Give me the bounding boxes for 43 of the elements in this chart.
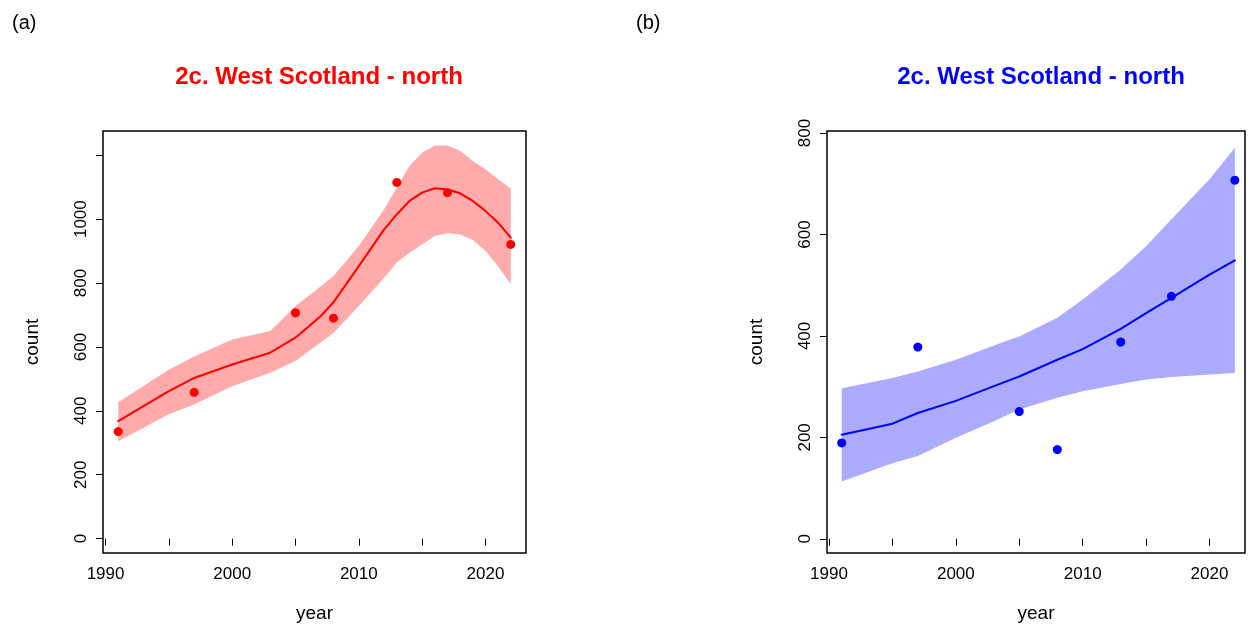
y-tick-label: 200 xyxy=(71,460,90,489)
y-tick-label: 800 xyxy=(795,118,814,148)
point xyxy=(442,188,452,198)
point xyxy=(392,177,402,187)
point xyxy=(1166,291,1176,301)
x-tick-label: 2010 xyxy=(1063,564,1102,583)
point xyxy=(1014,406,1024,416)
point xyxy=(189,387,199,397)
x-tick-label: 2020 xyxy=(1190,564,1229,583)
point xyxy=(1052,445,1062,455)
point xyxy=(913,342,923,352)
y-tick-label: 0 xyxy=(795,534,814,544)
point xyxy=(329,313,338,323)
x-tick-label: 1990 xyxy=(810,564,848,583)
point xyxy=(506,239,516,249)
x-tick-label: 2020 xyxy=(466,564,505,583)
x-axis-title: year xyxy=(296,602,334,623)
x-tick-label: 2010 xyxy=(339,564,378,583)
line-series xyxy=(117,187,512,423)
text: (a) xyxy=(12,11,37,33)
y-tick-label: 400 xyxy=(71,396,90,426)
y-tick-label: 600 xyxy=(795,220,814,249)
y-tick-label: 600 xyxy=(71,332,90,362)
chart-title: 2c. West Scotland - north xyxy=(175,61,463,89)
chart-title: 2c. West Scotland - north xyxy=(897,61,1185,89)
y-axis-title: count xyxy=(21,318,42,366)
line-series xyxy=(840,259,1236,436)
y-axis-title: count xyxy=(745,318,766,366)
y-tick-label: 0 xyxy=(71,533,90,544)
y-tick-label: 200 xyxy=(795,423,814,452)
point xyxy=(1230,175,1240,185)
x-tick-label: 2000 xyxy=(213,564,252,583)
point xyxy=(837,438,847,448)
point xyxy=(291,308,300,318)
point xyxy=(113,427,123,437)
y-tick-label: 800 xyxy=(71,268,90,298)
y-tick-label: 400 xyxy=(795,321,814,351)
x-tick-label: 1990 xyxy=(86,564,125,583)
x-axis-title: year xyxy=(1017,602,1056,623)
point xyxy=(1116,337,1126,347)
y-tick-label: 1000 xyxy=(71,200,90,239)
text: (b) xyxy=(636,11,661,33)
x-tick-label: 2000 xyxy=(936,564,975,583)
